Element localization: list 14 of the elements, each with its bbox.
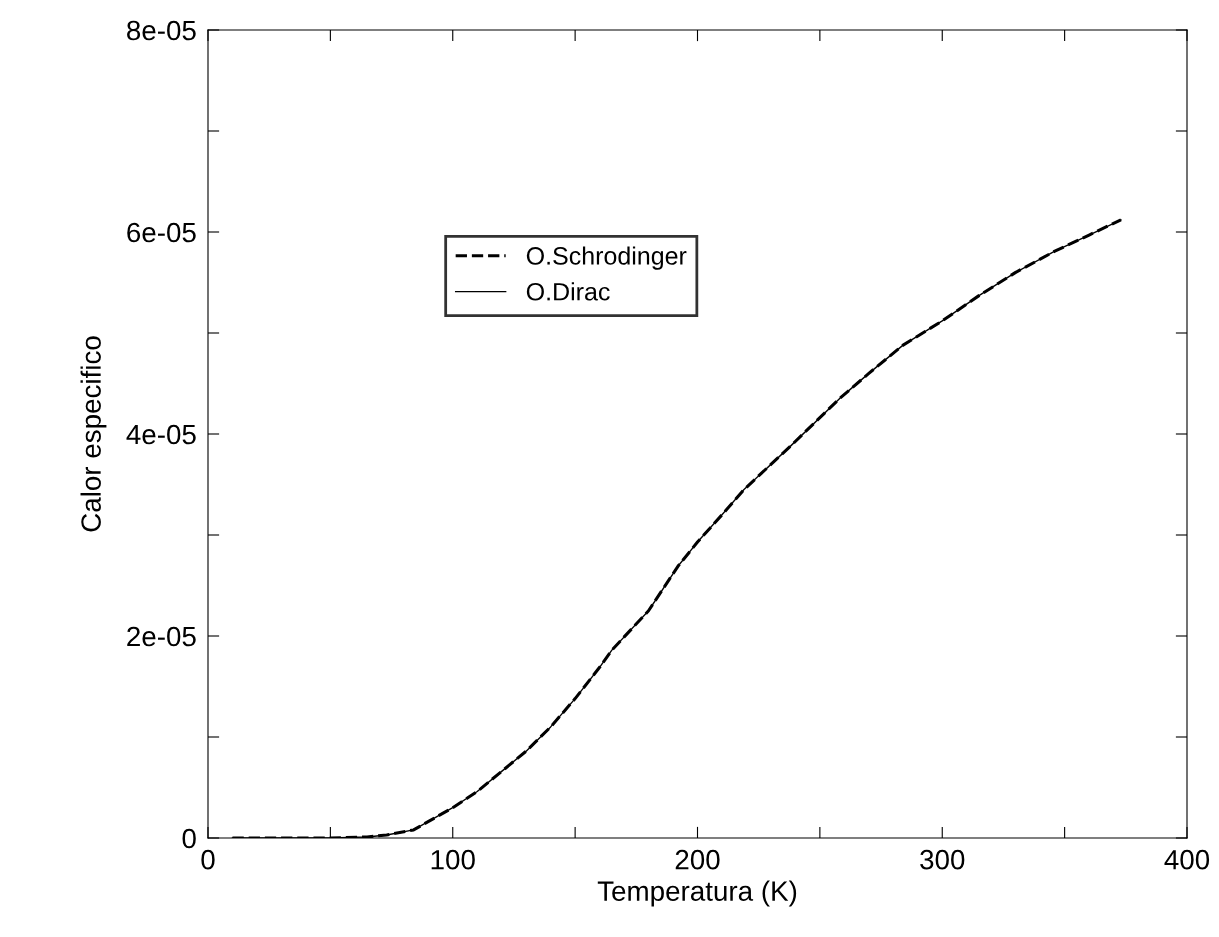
legend-label: O.Dirac bbox=[526, 282, 610, 301]
y-tick-label: 4e-05 bbox=[126, 424, 196, 445]
y-tick-label: 6e-05 bbox=[127, 222, 196, 243]
x-tick-label: 300 bbox=[920, 849, 965, 870]
x-tick-label: 200 bbox=[675, 849, 720, 870]
x-tick-label: 0 bbox=[201, 849, 215, 870]
legend-label: O.Schrodinger bbox=[526, 246, 687, 270]
x-tick-label: 100 bbox=[431, 849, 475, 870]
x-tick-label: 400 bbox=[1164, 849, 1210, 870]
x-axis-title: Temperatura (K) bbox=[597, 880, 797, 907]
y-tick-label: 0 bbox=[182, 828, 196, 849]
y-axis-title: Calor especifico bbox=[80, 336, 107, 532]
y-tick-label: 8e-05 bbox=[127, 20, 196, 41]
y-tick-label: 2e-05 bbox=[127, 626, 196, 647]
